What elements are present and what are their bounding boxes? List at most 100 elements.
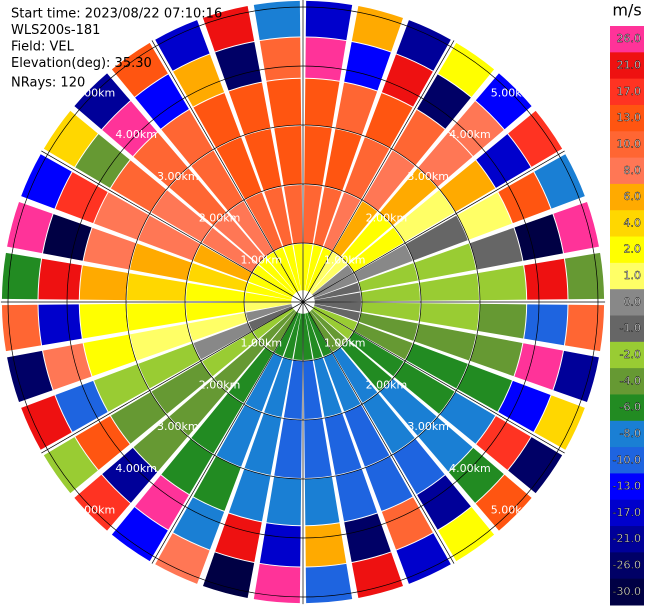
velocity-cell bbox=[21, 395, 72, 450]
velocity-cell bbox=[438, 507, 495, 562]
colorbar-block bbox=[610, 210, 644, 238]
velocity-cell bbox=[344, 404, 390, 467]
velocity-cell bbox=[43, 214, 92, 261]
velocity-cell bbox=[405, 215, 468, 261]
velocity-cell bbox=[534, 395, 585, 450]
colorbar-label: -17.0 bbox=[613, 506, 641, 519]
velocity-cell bbox=[293, 313, 303, 360]
colorbar-block bbox=[610, 341, 644, 369]
range-ring bbox=[243, 242, 363, 362]
velocity-cell bbox=[418, 417, 473, 472]
velocity-cell bbox=[361, 302, 420, 322]
velocity-cell bbox=[215, 42, 262, 91]
velocity-cell bbox=[553, 350, 599, 403]
velocity-cell bbox=[417, 475, 471, 530]
colorbar-block bbox=[610, 289, 644, 316]
velocity-cell bbox=[477, 265, 527, 301]
velocity-cell bbox=[202, 227, 258, 272]
range-label: 2.00km bbox=[366, 212, 408, 225]
velocity-cell bbox=[173, 54, 225, 107]
velocity-cell bbox=[43, 110, 98, 167]
velocity-cell bbox=[79, 265, 129, 301]
velocity-cell bbox=[133, 132, 188, 187]
range-label: 4.00km bbox=[449, 128, 491, 141]
velocity-cell bbox=[414, 323, 476, 361]
range-label: 2.00km bbox=[366, 378, 408, 391]
velocity-cell bbox=[127, 273, 187, 301]
velocity-cell bbox=[534, 154, 585, 209]
velocity-cell bbox=[418, 132, 473, 187]
velocity-cell bbox=[514, 343, 563, 390]
velocity-cell bbox=[186, 282, 245, 302]
velocity-cell bbox=[363, 150, 415, 211]
colorbar-block bbox=[610, 447, 644, 474]
velocity-cell bbox=[258, 257, 296, 295]
velocity-cell bbox=[303, 185, 323, 244]
velocity-cell bbox=[305, 523, 347, 567]
velocity-cell bbox=[477, 303, 527, 339]
velocity-cell bbox=[414, 243, 476, 281]
velocity-cell bbox=[55, 172, 108, 224]
velocity-cell bbox=[110, 392, 167, 444]
velocity-cell bbox=[274, 126, 302, 186]
velocity-cell bbox=[264, 186, 293, 247]
velocity-cell bbox=[191, 393, 243, 454]
velocity-cell bbox=[314, 302, 361, 312]
colorbar-label: -21.0 bbox=[613, 532, 641, 545]
velocity-cell bbox=[266, 476, 302, 526]
velocity-cell bbox=[333, 201, 378, 257]
velocity-cell bbox=[303, 244, 313, 291]
velocity-cell bbox=[524, 258, 568, 300]
range-ring bbox=[184, 183, 422, 421]
colorbar-block bbox=[610, 236, 644, 264]
velocity-cell bbox=[303, 360, 323, 419]
velocity-cell bbox=[469, 334, 523, 377]
velocity-cell bbox=[151, 190, 212, 242]
colorbar-label: 26.0 bbox=[617, 32, 642, 45]
colorbar-block bbox=[610, 262, 644, 290]
velocity-cell bbox=[38, 304, 82, 346]
velocity-cell bbox=[335, 82, 378, 136]
velocity-cell bbox=[323, 192, 361, 251]
velocity-cell bbox=[187, 263, 248, 292]
velocity-cell bbox=[564, 252, 605, 300]
colorbar-block bbox=[610, 578, 644, 606]
velocity-cell bbox=[248, 273, 293, 298]
colorbar-label: 13.0 bbox=[617, 111, 642, 124]
velocity-cell bbox=[216, 137, 262, 200]
colorbar-block bbox=[610, 183, 644, 211]
velocity-cell bbox=[457, 364, 512, 412]
velocity-cell bbox=[314, 292, 361, 302]
velocity-cell bbox=[138, 343, 201, 389]
header-text: Start time: 2023/08/22 07:10:16 bbox=[11, 7, 222, 22]
velocity-cell bbox=[253, 0, 301, 41]
velocity-cell bbox=[161, 438, 213, 495]
velocity-cell bbox=[379, 168, 437, 226]
velocity-cell bbox=[419, 303, 479, 331]
velocity-cell bbox=[475, 474, 532, 531]
velocity-cell bbox=[393, 109, 445, 166]
range-label: 3.00km bbox=[407, 420, 449, 433]
velocity-cell bbox=[304, 476, 340, 526]
colorbar-label: 6.0 bbox=[624, 190, 642, 203]
velocity-cell bbox=[274, 418, 302, 478]
velocity-cell bbox=[358, 312, 419, 341]
velocity-cell bbox=[248, 306, 293, 331]
velocity-cell bbox=[381, 54, 433, 107]
colorbar-label: 1.0 bbox=[624, 269, 642, 282]
velocity-cell bbox=[303, 313, 313, 360]
velocity-cell bbox=[130, 243, 192, 281]
velocity-cell bbox=[313, 186, 342, 247]
colorbar-block bbox=[610, 104, 644, 132]
velocity-cell bbox=[304, 418, 332, 478]
velocity-cell bbox=[312, 308, 353, 339]
colorbar-label: 10.0 bbox=[617, 137, 642, 150]
velocity-cell bbox=[310, 257, 348, 295]
colorbar-title: m/s bbox=[612, 1, 641, 20]
velocity-cell bbox=[274, 312, 299, 357]
velocity-cell bbox=[498, 172, 551, 224]
velocity-cell bbox=[244, 413, 282, 475]
colorbar-label: 21.0 bbox=[617, 58, 642, 71]
velocity-cell bbox=[307, 312, 332, 357]
